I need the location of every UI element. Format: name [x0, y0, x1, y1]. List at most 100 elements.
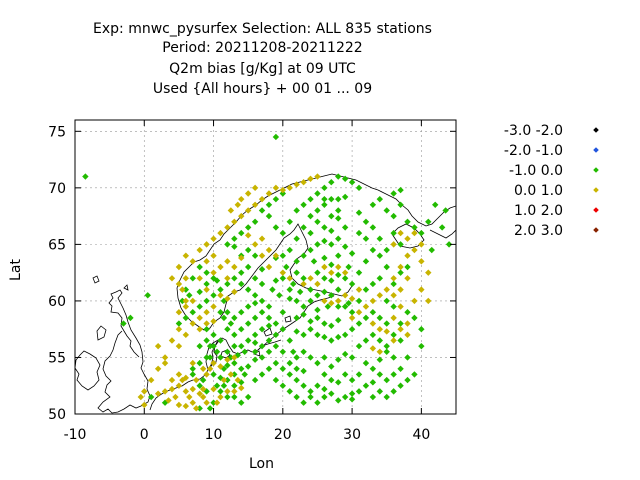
- data-point: [293, 297, 300, 305]
- data-point: [203, 325, 210, 333]
- data-point: [231, 382, 238, 389]
- data-point: [251, 184, 259, 192]
- data-point: [390, 388, 397, 395]
- data-point: [258, 297, 266, 305]
- data-point: [175, 263, 183, 271]
- data-point: [369, 309, 377, 316]
- data-point: [376, 348, 383, 356]
- data-point: [376, 235, 383, 242]
- y-tick-label: 55: [48, 350, 66, 366]
- data-point: [238, 342, 245, 350]
- data-point: [335, 195, 342, 203]
- data-point: [251, 314, 259, 322]
- data-point: [362, 235, 370, 242]
- data-point: [307, 175, 314, 182]
- data-point: [213, 348, 221, 356]
- data-point: [244, 232, 252, 239]
- data-point: [307, 318, 314, 325]
- data-point: [244, 393, 252, 401]
- chart-title-line-2: Period: 20211208-20211222: [162, 40, 363, 56]
- data-point: [321, 201, 328, 209]
- data-point: [182, 303, 190, 310]
- data-point: [238, 365, 245, 372]
- data-point: [189, 365, 196, 372]
- y-tick-label: 70: [48, 181, 66, 197]
- data-point: [404, 263, 411, 271]
- data-point: [238, 254, 245, 262]
- data-point: [348, 325, 356, 333]
- legend-label: -2.0 -1.0: [504, 143, 563, 159]
- legend-marker: [593, 207, 599, 213]
- data-point: [341, 350, 349, 358]
- data-point: [213, 277, 221, 284]
- data-point: [307, 195, 314, 203]
- data-point: [165, 397, 172, 404]
- data-point: [390, 354, 397, 361]
- data-point: [244, 363, 252, 370]
- data-point: [231, 243, 238, 250]
- data-point: [397, 382, 404, 389]
- data-point: [286, 286, 293, 293]
- data-point: [231, 263, 238, 271]
- data-point: [203, 399, 210, 406]
- data-point: [390, 303, 397, 310]
- data-point: [321, 184, 328, 192]
- data-point: [442, 207, 449, 214]
- data-point: [341, 275, 349, 282]
- data-point: [369, 224, 377, 231]
- data-point: [341, 243, 349, 250]
- chart-title-line-3: Q2m bias [g/Kg] at 09 UTC: [169, 61, 356, 77]
- data-point: [251, 376, 259, 384]
- data-point: [397, 186, 404, 194]
- data-point: [300, 311, 307, 318]
- data-point: [258, 266, 266, 273]
- data-point: [314, 382, 321, 389]
- data-point: [210, 385, 217, 393]
- data-point: [231, 354, 238, 361]
- data-point: [286, 275, 293, 282]
- data-point: [238, 399, 245, 406]
- data-point: [335, 316, 342, 324]
- data-point: [404, 309, 411, 316]
- data-point: [321, 320, 328, 327]
- data-point: [148, 393, 155, 401]
- data-point: [168, 376, 176, 384]
- data-point: [348, 376, 356, 384]
- data-point: [175, 382, 183, 389]
- data-point: [376, 275, 383, 282]
- data-point: [307, 325, 314, 333]
- data-point: [307, 388, 314, 395]
- data-point: [272, 331, 280, 339]
- data-point: [141, 388, 148, 395]
- data-point: [348, 250, 356, 257]
- data-point: [203, 269, 210, 276]
- data-point: [397, 286, 404, 293]
- data-point: [238, 280, 245, 288]
- data-point: [265, 348, 273, 356]
- data-point: [418, 229, 425, 237]
- data-point: [293, 328, 300, 335]
- data-point: [328, 390, 335, 397]
- data-point: [328, 227, 335, 235]
- data-point: [203, 286, 210, 293]
- data-point: [321, 371, 328, 378]
- data-point: [186, 393, 193, 401]
- data-point: [369, 365, 377, 372]
- data-point: [231, 371, 238, 378]
- data-point: [217, 229, 224, 237]
- data-point: [244, 320, 252, 327]
- data-point: [383, 207, 390, 214]
- data-point: [279, 269, 287, 276]
- data-point: [265, 337, 273, 344]
- data-point: [189, 320, 196, 327]
- data-point: [369, 201, 377, 209]
- data-point: [321, 224, 328, 231]
- data-point: [238, 195, 245, 203]
- data-point: [321, 297, 328, 305]
- data-point: [168, 385, 176, 393]
- data-point: [397, 337, 404, 344]
- data-point: [231, 331, 238, 339]
- data-point: [300, 280, 307, 288]
- data-point: [397, 365, 404, 372]
